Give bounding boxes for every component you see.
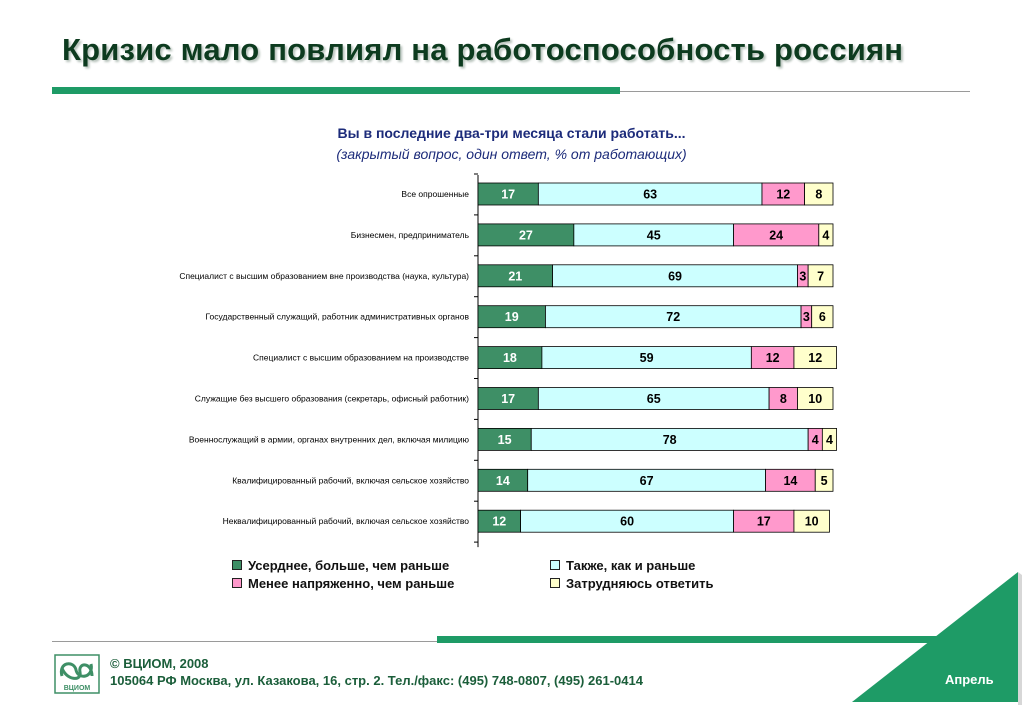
data-label-less: 3 <box>799 269 806 283</box>
category-label: Специалист с высшим образованием на прои… <box>253 353 469 363</box>
legend-item-unsure: Затрудняюсь ответить <box>550 576 713 591</box>
category-label: Квалифицированный рабочий, включая сельс… <box>232 475 469 485</box>
bar-unsure <box>797 387 834 410</box>
corner-triangle-shadow <box>1018 572 1022 705</box>
footer-month: Апрель <box>945 672 994 687</box>
data-label-harder: 17 <box>501 188 515 202</box>
footer-accent-bar <box>437 636 970 643</box>
data-label-same: 72 <box>666 310 680 324</box>
data-label-less: 17 <box>757 515 771 529</box>
bar-unsure <box>793 346 837 370</box>
data-label-less: 4 <box>812 433 819 447</box>
category-label: Неквалифицированный рабочий, включая сел… <box>223 516 470 526</box>
data-label-unsure: 8 <box>815 188 822 202</box>
vciom-logo: ВЦИОМ <box>54 654 100 694</box>
data-label-same: 65 <box>647 392 661 406</box>
data-label-less: 3 <box>803 310 810 324</box>
data-label-same: 60 <box>620 515 634 529</box>
legend-item-less: Менее напряженно, чем раньше <box>232 576 454 591</box>
data-label-less: 14 <box>783 474 797 488</box>
data-label-unsure: 10 <box>808 392 822 406</box>
data-label-same: 45 <box>647 228 661 242</box>
bar-unsure <box>818 223 834 247</box>
category-label: Бизнесмен, предприниматель <box>351 230 470 240</box>
data-label-unsure: 12 <box>808 351 822 365</box>
chart-question-note: (закрытый вопрос, один ответ, % от работ… <box>336 146 687 162</box>
category-label: Военнослужащий в армии, органах внутренн… <box>189 434 470 444</box>
page-title: Кризис мало повлиял на работоспособность… <box>62 32 904 67</box>
data-label-less: 8 <box>780 392 787 406</box>
category-label: Все опрошенные <box>401 189 469 199</box>
data-label-harder: 17 <box>501 392 515 406</box>
footer-address: 105064 РФ Москва, ул. Казакова, 16, стр.… <box>110 673 643 688</box>
data-label-harder: 18 <box>503 351 517 365</box>
bar-unsure <box>793 509 830 533</box>
data-label-harder: 19 <box>505 310 519 324</box>
category-label: Служащие без высшего образования (секрет… <box>195 394 469 404</box>
data-label-less: 12 <box>776 188 790 202</box>
legend-label-harder: Усерднее, больше, чем раньше <box>248 558 450 573</box>
legend-label-unsure: Затрудняюсь ответить <box>566 576 714 591</box>
data-label-harder: 12 <box>492 515 506 529</box>
title-accent-bar <box>52 87 620 94</box>
data-label-harder: 15 <box>498 433 512 447</box>
legend-swatch-less <box>232 578 242 588</box>
bar-unsure <box>814 468 834 492</box>
bar-unsure <box>804 182 834 206</box>
data-label-less: 12 <box>766 351 780 365</box>
data-label-same: 78 <box>663 433 677 447</box>
data-label-same: 63 <box>643 188 657 202</box>
data-label-same: 59 <box>640 351 654 365</box>
legend-label-less: Менее напряженно, чем раньше <box>248 576 455 591</box>
legend-label-same: Также, как и раньше <box>566 558 696 573</box>
footer-copyright: © ВЦИОМ, 2008 <box>110 656 209 671</box>
logo-text: ВЦИОМ <box>64 685 91 692</box>
legend-item-harder: Усерднее, больше, чем раньше <box>232 558 449 573</box>
chart-question: Вы в последние два-три месяца стали рабо… <box>337 125 686 141</box>
data-label-unsure: 6 <box>819 310 826 324</box>
data-label-unsure: 7 <box>817 269 824 283</box>
data-label-unsure: 5 <box>821 474 828 488</box>
bar-unsure <box>811 305 834 329</box>
data-label-harder: 14 <box>496 474 510 488</box>
data-label-harder: 27 <box>519 228 533 242</box>
bar-unsure <box>821 427 837 451</box>
data-label-less: 24 <box>769 228 783 242</box>
legend-item-same: Также, как и раньше <box>550 558 695 573</box>
data-label-unsure: 4 <box>822 228 829 242</box>
corner-triangle-shape <box>852 572 1018 702</box>
data-label-unsure: 4 <box>826 433 833 447</box>
category-label: Государственный служащий, работник админ… <box>206 312 470 322</box>
data-label-harder: 21 <box>508 269 522 283</box>
data-label-unsure: 10 <box>805 515 819 529</box>
legend-swatch-same <box>550 560 560 570</box>
data-label-same: 69 <box>668 269 682 283</box>
bar-unsure <box>807 264 834 288</box>
data-label-same: 67 <box>640 474 654 488</box>
legend-swatch-unsure <box>550 578 560 588</box>
category-label: Специалист с высшим образованием вне про… <box>179 271 469 281</box>
legend-swatch-harder <box>232 560 242 570</box>
